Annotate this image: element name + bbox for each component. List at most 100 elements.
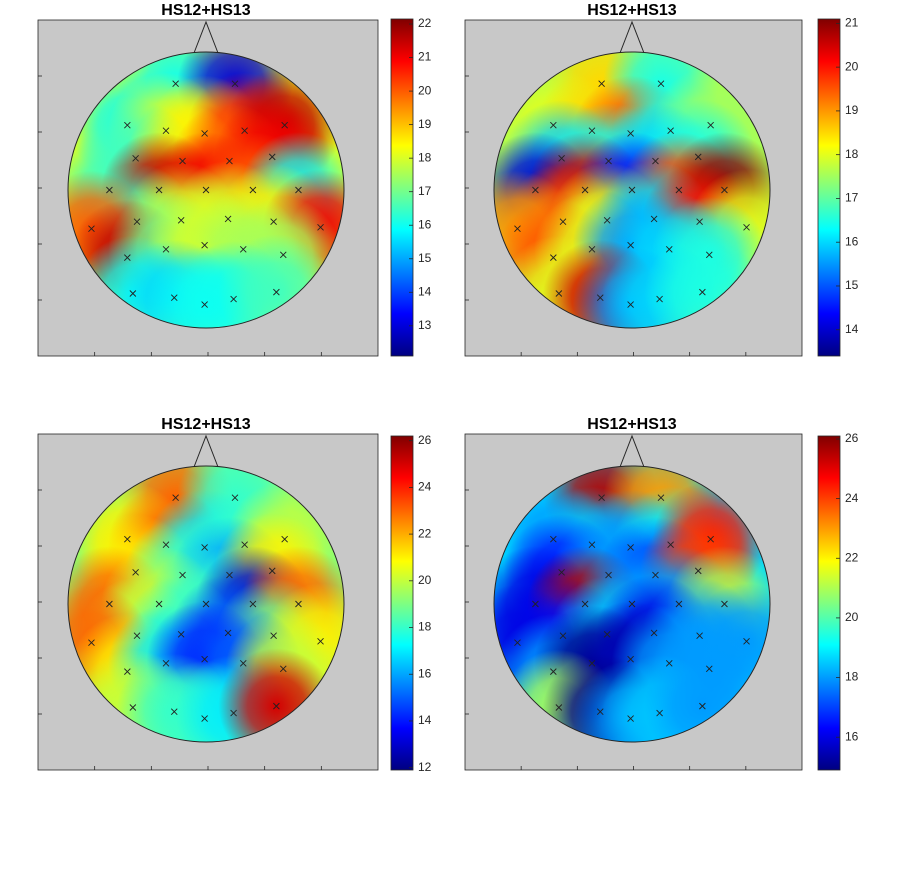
electrode (627, 544, 634, 551)
electrode (88, 639, 95, 646)
electrode (514, 225, 521, 232)
electrode (532, 600, 539, 608)
electrode (532, 186, 539, 194)
electrode (581, 600, 589, 608)
colorbar-tick-label: 16 (845, 234, 859, 248)
electrode (133, 632, 141, 640)
electrode (170, 294, 178, 301)
electrode (179, 157, 186, 165)
electrode (201, 301, 208, 308)
electrode (550, 535, 557, 543)
electrode (675, 186, 683, 194)
colorbar-tick-label: 18 (418, 620, 432, 634)
colorbar-tick-label: 12 (418, 760, 432, 774)
electrode (132, 568, 139, 576)
electrode (268, 567, 276, 575)
colorbar-tick-label: 18 (845, 670, 859, 684)
colorbar-tick-label: 22 (418, 16, 432, 30)
electrode (696, 632, 703, 640)
colorbar-tick-label: 22 (418, 526, 432, 540)
electrode (202, 186, 210, 194)
electrode (559, 632, 567, 640)
electrode (652, 571, 659, 579)
electrode (202, 600, 210, 608)
electrode (270, 218, 277, 226)
electrode (665, 246, 673, 253)
electrode (628, 600, 636, 608)
electrode (628, 186, 636, 194)
electrode (667, 541, 674, 548)
electrode (177, 631, 185, 638)
electrode (627, 715, 634, 722)
electrode (177, 217, 185, 224)
chart-title: HS12+HS13 (587, 2, 676, 19)
nose (619, 434, 645, 468)
electrode (106, 600, 113, 608)
electrode (667, 127, 674, 134)
electrode (550, 668, 557, 675)
electrode (705, 665, 713, 673)
electrode (162, 541, 170, 548)
electrode (656, 295, 663, 303)
colorbar (390, 18, 414, 357)
electrode (133, 218, 141, 226)
nose (193, 20, 219, 54)
electrode (588, 541, 596, 548)
colorbar-tick-label: 18 (845, 147, 859, 161)
colorbar-tick-label: 20 (845, 610, 859, 624)
electrode (694, 567, 702, 575)
electrode (598, 80, 605, 88)
colorbar-tick-label: 26 (845, 431, 859, 445)
electrode (743, 637, 750, 645)
electrode (588, 127, 596, 134)
colorbar-tick-label: 20 (845, 59, 859, 73)
head-outline (67, 465, 345, 743)
electrode (124, 535, 131, 543)
electrode (317, 637, 324, 645)
electrode (273, 288, 280, 296)
colorbar-tick-label: 26 (418, 433, 432, 447)
electrode (550, 121, 557, 129)
electrode (627, 655, 634, 663)
colorbar (817, 18, 841, 357)
electrode (705, 251, 713, 259)
electrode (707, 121, 714, 129)
electrode (603, 631, 611, 638)
electrode (699, 288, 706, 296)
electrode (596, 708, 604, 715)
electrode (652, 157, 659, 165)
electrode (279, 665, 287, 673)
electrode (317, 223, 324, 231)
electrode (555, 704, 563, 711)
electrode (201, 241, 208, 249)
electrode (249, 600, 257, 608)
electrode (605, 571, 612, 579)
electrode (124, 121, 131, 129)
electrode (249, 186, 257, 194)
electrode (559, 218, 567, 226)
colorbar-tick-label: 21 (845, 16, 859, 30)
electrode (88, 225, 95, 232)
head-outline (67, 51, 345, 329)
electrode (281, 121, 288, 129)
colorbar-tick-label: 24 (845, 491, 859, 505)
electrode (201, 130, 208, 137)
electrode (129, 290, 137, 297)
colorbar-tick-label: 20 (418, 573, 432, 587)
colorbar-tick-label: 19 (418, 117, 432, 131)
electrode (555, 290, 563, 297)
colorbar-tick-label: 17 (845, 191, 859, 205)
electrode (273, 702, 280, 710)
electrode (699, 702, 706, 710)
electrode (665, 660, 673, 667)
colorbar-tick-label: 16 (845, 729, 859, 743)
electrode (675, 600, 683, 608)
chart-title: HS12+HS13 (161, 416, 250, 433)
colorbar-tick-label: 21 (418, 50, 432, 64)
colorbar-tick-label: 20 (418, 83, 432, 97)
colorbar-tick-label: 17 (418, 184, 432, 198)
electrode (241, 541, 248, 548)
electrode (281, 535, 288, 543)
colorbar-tick-label: 15 (418, 251, 432, 265)
